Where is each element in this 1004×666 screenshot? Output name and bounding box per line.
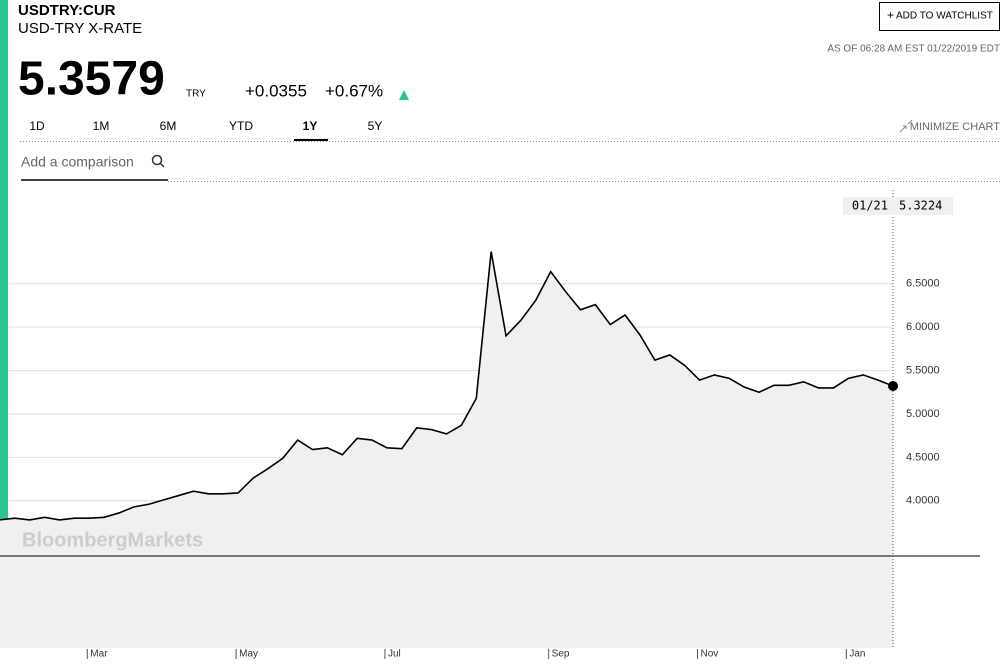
x-tick-label: Sep [552, 649, 570, 660]
x-tick-label: Jan [849, 649, 865, 660]
search-icon-handle [159, 162, 165, 168]
change: +0.0355 [245, 81, 307, 100]
y-tick-label: 6.5000 [906, 278, 940, 290]
y-tick-label: 5.5000 [906, 364, 940, 376]
y-tick-label: 4.0000 [906, 495, 940, 507]
tabs: 1D 1M 6M YTD 1Y 5Y [29, 119, 383, 141]
tab[interactable]: 1Y [303, 119, 318, 133]
button-label: ADD TO WATCHLIST [896, 11, 993, 22]
button-frame [879, 2, 1000, 31]
area [0, 251, 893, 556]
last-point [888, 380, 898, 391]
search-icon [151, 154, 163, 166]
accent-bar [0, 0, 8, 522]
watchlist-button[interactable]: + ADD TO WATCHLIST [879, 2, 1000, 31]
y-tick-label: 6.0000 [906, 321, 940, 333]
ticker: USDTRY:CUR [18, 2, 116, 19]
up-arrow [399, 90, 409, 100]
tab[interactable]: 5Y [368, 119, 383, 133]
price: 5.3579 [18, 53, 165, 106]
chart: 4.0000 4.5000 5.0000 5.5000 6.0000 6.5000 01/2… [0, 190, 980, 660]
x-tick-label: Jul [388, 649, 401, 660]
x-tick-label: Mar [90, 649, 108, 660]
y-tick-label: 5.0000 [906, 408, 940, 420]
price-line [0, 251, 894, 521]
tab[interactable]: 6M [160, 119, 177, 133]
change-percent: +0.67% [325, 81, 383, 100]
watermark: BloombergMarkets [22, 529, 203, 551]
crosshair-value: 5.3224 [899, 199, 942, 213]
crosshair-box [843, 197, 953, 215]
as-of: AS OF 06:28 AM EST 01/22/2019 EDT [827, 44, 1000, 55]
placeholder: Add a comparison [21, 154, 134, 170]
tab[interactable]: YTD [229, 119, 253, 133]
minimize-icon [899, 119, 913, 133]
volume-panel [0, 556, 893, 648]
tab[interactable]: 1M [93, 119, 110, 133]
minimize-button[interactable]: MINIMIZE CHART [899, 119, 1001, 133]
tab[interactable]: 1D [29, 119, 45, 133]
x-tick-label: May [239, 649, 258, 660]
comparison-input[interactable]: Add a comparison [21, 154, 168, 181]
plus-icon: + [887, 8, 894, 22]
crosshair-date: 01/21 [852, 199, 888, 213]
instrument-name: USD-TRY X-RATE [18, 20, 142, 37]
minimize-label: MINIMIZE CHART [910, 121, 1001, 133]
currency: TRY [186, 89, 206, 100]
y-tick-label: 4.5000 [906, 451, 940, 463]
x-tick-label: Nov [701, 649, 719, 660]
